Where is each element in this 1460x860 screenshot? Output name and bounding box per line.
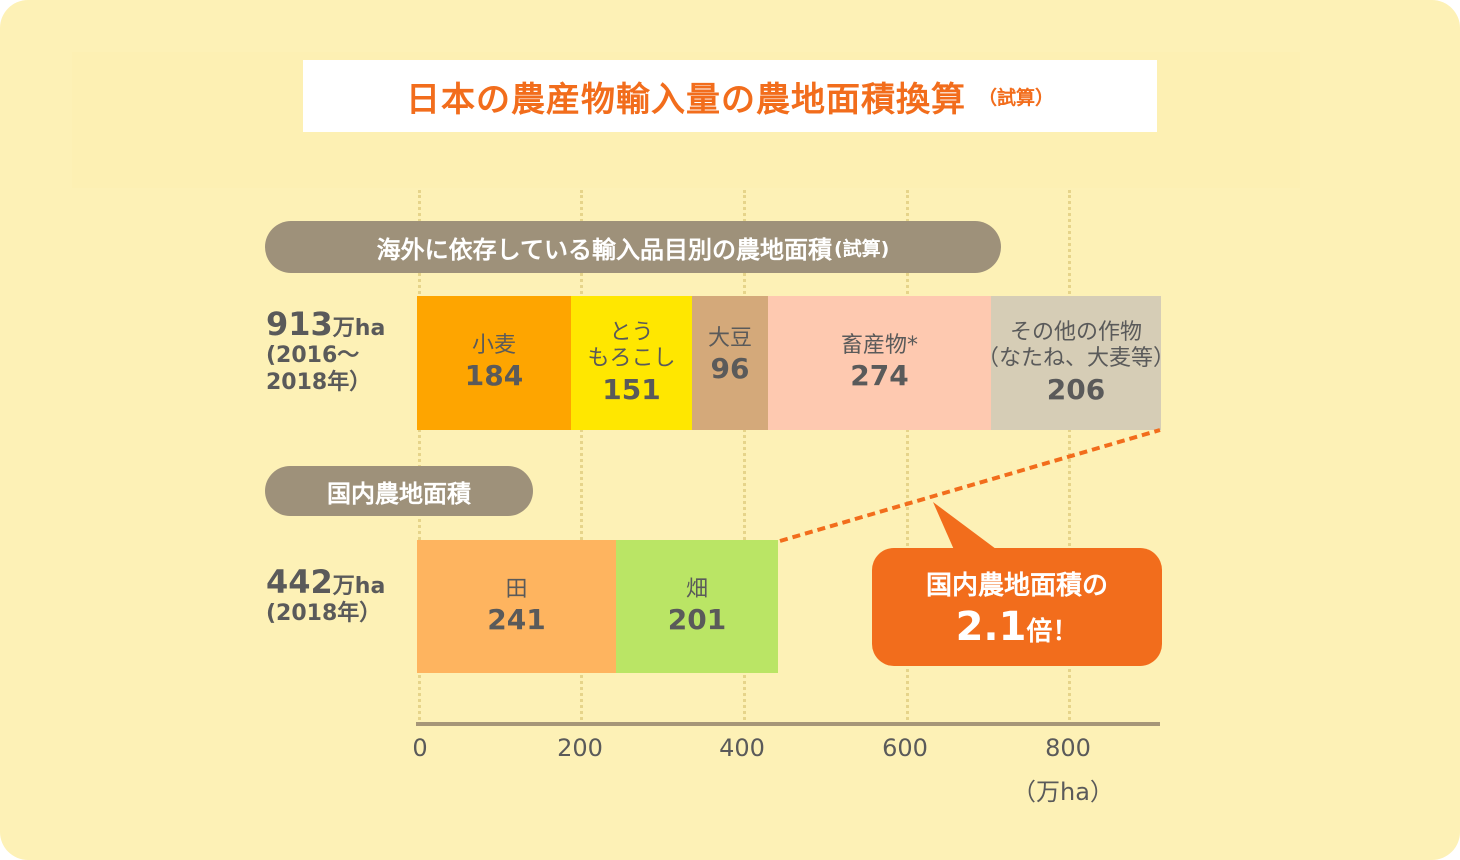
imports-period-line2: 2018年） (266, 369, 372, 395)
domestic-total: 442万ha (2018年） (266, 563, 385, 628)
bar-segment-paddy: 田 241 (417, 540, 616, 673)
x-tick-0: 0 (412, 734, 428, 762)
imports-total-value: 913 (266, 305, 333, 343)
callout-suffix: 倍！ (1026, 616, 1079, 647)
segment-value: 201 (667, 602, 727, 636)
segment-value: 96 (710, 352, 750, 386)
title-box: 日本の農産物輸入量の農地面積換算 （試算） (303, 60, 1157, 132)
segment-label: その他の作物 (1009, 319, 1142, 345)
segment-label-line2: （なたね、大麦等） (977, 346, 1176, 372)
ratio-callout: 国内農地面積の 2.1倍！ (872, 548, 1162, 666)
x-tick-600: 600 (882, 734, 928, 762)
imports-period-line1: (2016〜 (266, 343, 360, 369)
imports-section-label: 海外に依存している輸入品目別の農地面積 (試算) (265, 221, 1001, 273)
gridline-400 (743, 190, 746, 720)
bar-segment-upland: 畑 201 (616, 540, 778, 673)
imports-label-note: (試算) (833, 237, 890, 260)
callout-text: 国内農地面積の (925, 570, 1108, 601)
x-tick-200: 200 (557, 734, 603, 762)
segment-value: 241 (487, 602, 546, 636)
segment-label: 畑 (685, 576, 708, 602)
domestic-period-line1: (2018年） (266, 601, 382, 627)
bar-segment-other: その他の作物 （なたね、大麦等） 206 (977, 296, 1175, 430)
segment-label: 大豆 (707, 326, 752, 351)
segment-value: 274 (850, 359, 909, 393)
gridline-200 (580, 190, 583, 720)
imports-total-unit: 万ha (332, 316, 386, 341)
domestic-label-text: 国内農地面積 (327, 479, 471, 508)
callout-multiplier: 2.1 (955, 603, 1027, 650)
title-note: （試算） (977, 86, 1054, 109)
domestic-total-value: 442 (266, 563, 333, 601)
imports-label-text: 海外に依存している輸入品目別の農地面積 (376, 235, 832, 264)
x-axis-unit: （万ha） (1012, 778, 1114, 806)
segment-label: 田 (505, 576, 528, 602)
domestic-section-label: 国内農地面積 (265, 466, 533, 516)
domestic-total-unit: 万ha (332, 574, 386, 599)
x-tick-800: 800 (1045, 734, 1091, 762)
segment-value: 184 (464, 359, 524, 393)
bar-segment-wheat: 小麦 184 (417, 296, 571, 430)
segment-label: 小麦 (471, 333, 516, 358)
gridline-600 (906, 190, 909, 720)
segment-label: 畜産物* (840, 333, 918, 358)
segment-label: とう (609, 319, 654, 345)
gridline-0 (418, 190, 421, 720)
page-title: 日本の農産物輸入量の農地面積換算 (405, 79, 966, 120)
x-tick-400: 400 (719, 734, 765, 762)
segment-value: 206 (1046, 372, 1106, 406)
segment-label-line2: もろこし (587, 346, 676, 372)
imports-total: 913万ha (2016〜 2018年） (266, 305, 385, 396)
bar-segment-corn: とう もろこし 151 (571, 296, 692, 430)
bar-segment-soybean: 大豆 96 (692, 296, 768, 430)
bar-segment-livestock: 畜産物* 274 (768, 296, 991, 430)
segment-value: 151 (602, 372, 661, 406)
x-axis (416, 722, 1160, 726)
